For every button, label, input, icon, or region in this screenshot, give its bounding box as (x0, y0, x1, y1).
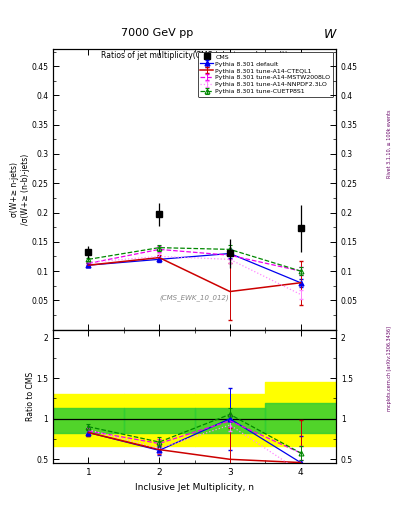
Legend: CMS, Pythia 8.301 default, Pythia 8.301 tune-A14-CTEQL1, Pythia 8.301 tune-A14-M: CMS, Pythia 8.301 default, Pythia 8.301 … (198, 52, 333, 97)
Text: Rivet 3.1.10, ≥ 100k events: Rivet 3.1.10, ≥ 100k events (387, 109, 392, 178)
Text: (CMS_EWK_10_012): (CMS_EWK_10_012) (160, 295, 230, 302)
Text: mcplots.cern.ch [arXiv:1306.3436]: mcplots.cern.ch [arXiv:1306.3436] (387, 326, 392, 411)
X-axis label: Inclusive Jet Multiplicity, n: Inclusive Jet Multiplicity, n (135, 483, 254, 492)
Text: W: W (324, 28, 336, 41)
Y-axis label: Ratio to CMS: Ratio to CMS (26, 372, 35, 421)
Text: 7000 GeV pp: 7000 GeV pp (121, 28, 193, 38)
Y-axis label: σ(W+≥ n-jets)
/σ(W+≥ (n-b)-jets): σ(W+≥ n-jets) /σ(W+≥ (n-b)-jets) (10, 154, 30, 225)
Text: Ratios of jet multiplicity(CMS (electron channel)): Ratios of jet multiplicity(CMS (electron… (101, 51, 288, 60)
